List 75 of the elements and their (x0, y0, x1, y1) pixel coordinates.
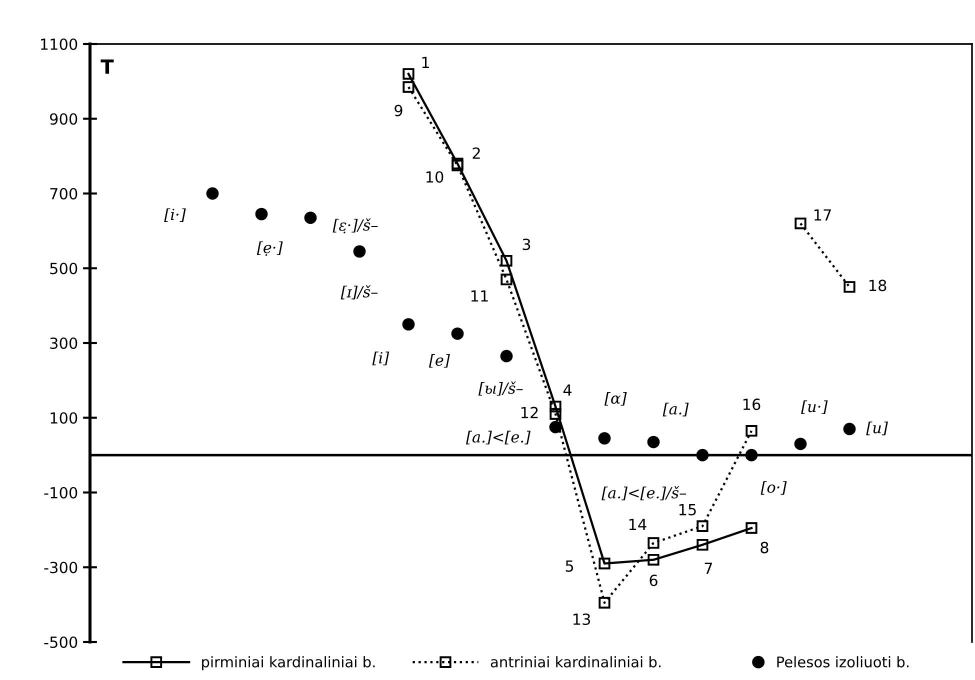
annotation: 9 (394, 104, 402, 116)
point (794, 438, 807, 450)
point (255, 208, 268, 220)
point (451, 327, 464, 340)
data-label: [i] (372, 352, 390, 366)
point (500, 274, 512, 286)
point (550, 408, 562, 420)
data-label: [u] (866, 422, 888, 436)
y-tick-label: -100 (44, 486, 78, 499)
annotation: 12 (521, 406, 538, 418)
point (598, 432, 611, 445)
annotation: 15 (679, 504, 696, 516)
annotation: 17 (814, 209, 831, 220)
y-tick-label: 500 (50, 262, 78, 274)
data-label: [e] (428, 354, 450, 368)
point (648, 537, 660, 549)
annotation: 16 (743, 398, 760, 410)
point (648, 554, 660, 566)
y-tick-label: -500 (44, 636, 78, 648)
data-label: [o·] (760, 481, 787, 495)
point (696, 520, 708, 532)
data-label: [ы]/š– (478, 381, 523, 396)
point (304, 212, 317, 224)
point (353, 245, 366, 258)
point (745, 448, 758, 462)
legend-label: Pelesos izoliuoti b. (777, 656, 908, 668)
y-tick-label: 1100 (40, 38, 78, 50)
point (696, 448, 709, 462)
y-axis-title: T (100, 60, 114, 74)
y-tick-label: -300 (44, 562, 78, 574)
data-label: [a.]<[e.]/š– (602, 486, 686, 500)
data-label: [ɪ]/š– (340, 285, 378, 300)
annotation: 3 (522, 238, 530, 250)
point (843, 422, 856, 436)
data-label: [a.]<[e.] (466, 430, 531, 444)
data-label: [ɛ̣·]/š– (332, 218, 378, 234)
data-label: [i·] (164, 208, 186, 222)
data-label: [ẹ·] (256, 241, 283, 256)
annotation: 8 (760, 542, 768, 554)
y-tick-label: 300 (50, 337, 78, 350)
point (696, 538, 708, 551)
point (794, 218, 806, 230)
legend-label: pirminiai kardinaliniai b. (202, 656, 375, 670)
point (746, 424, 758, 437)
point (647, 436, 660, 448)
y-tick-label: 900 (50, 113, 78, 125)
annotation: 18 (869, 280, 886, 292)
annotation: 4 (563, 384, 572, 396)
annotation: 13 (573, 613, 590, 626)
data-label: [u·] (801, 400, 828, 414)
y-tick-label: 700 (50, 188, 78, 200)
point (844, 281, 856, 293)
annotation: 5 (566, 560, 574, 572)
annotation: 6 (650, 574, 658, 586)
data-label: [a.] (662, 402, 689, 416)
y-tick-label: 100 (50, 412, 78, 424)
point (550, 400, 562, 412)
point (402, 81, 414, 93)
annotation: 1 (422, 56, 429, 68)
annotation: 10 (426, 171, 444, 183)
point (500, 254, 512, 267)
data-label: [ɑ] (604, 392, 627, 406)
point (746, 522, 758, 534)
point (206, 187, 219, 200)
point (598, 596, 610, 609)
point (549, 420, 562, 434)
annotation: 11 (471, 290, 488, 302)
annotation: 7 (704, 562, 712, 574)
annotation: 2 (472, 147, 480, 159)
point (500, 350, 513, 362)
point (402, 68, 414, 80)
annotation: 14 (629, 518, 646, 530)
point (402, 318, 415, 331)
legend-label: antriniai kardinaliniai b. (490, 656, 661, 668)
point (598, 558, 610, 570)
